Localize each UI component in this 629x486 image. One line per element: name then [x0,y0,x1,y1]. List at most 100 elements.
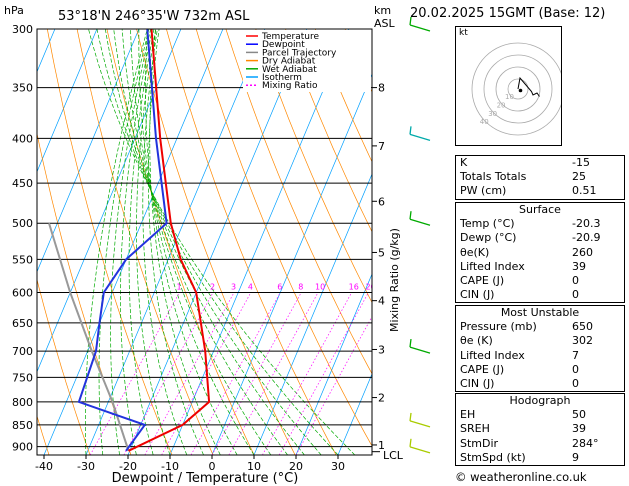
height-unit-label: km [374,4,391,17]
dry-adiabat-line [375,29,455,455]
plot-frame [36,28,373,456]
temp-tick-label: -20 [119,460,137,473]
hodograph-ring-label: 30 [488,110,497,118]
row-value: 260 [572,245,593,259]
isotherm-line [43,29,224,455]
footer-credit: © weatheronline.co.uk [455,470,587,484]
height-tick-label: 8 [378,82,385,95]
mixing-ratio-line [144,292,235,455]
row-label: SREH [460,422,490,436]
row-label: StmSpd (kt) [460,450,526,464]
legend-label: Wet Adiabat [262,65,317,75]
table-row: Dewp (°C) -20.9 [456,231,624,245]
dry-adiabat-line [37,278,91,455]
pressure-unit-label: hPa [4,4,24,17]
dry-adiabat-line [285,29,372,233]
wind-barb [409,133,431,141]
mixing-ratio-label: 3 [231,283,236,292]
pressure-tick-label: 450 [12,177,33,190]
table-row: θe (K) 302 [456,334,624,348]
dry-adiabat-line [106,29,255,455]
storm-motion-marker [518,88,523,93]
table-row: Totals Totals 25 [456,170,624,184]
legend-box [243,30,371,92]
pressure-tick-label: 600 [12,287,33,300]
row-label: K [460,156,468,169]
table-row: Lifted Index 39 [456,260,624,274]
height-tick-label: 5 [378,246,385,259]
wet-adiabat-line [88,29,356,455]
parcel-trajectory-line [48,222,130,452]
isotherm-line [37,29,140,273]
table-row: StmSpd (kt) 9 [456,451,624,465]
isotherm-line [37,29,98,173]
temp-tick-label: 30 [331,460,345,473]
row-label: Dewp (°C) [460,231,517,245]
wind-barb-flag [409,339,412,348]
legend-label: Mixing Ratio [262,81,318,91]
isotherm-line [37,29,182,373]
wet-adiabat-line [113,29,305,455]
row-label: θe (K) [460,334,493,348]
pressure-tick-label: 300 [12,23,33,36]
wind-barb [409,446,431,454]
isotherm-line [211,73,372,455]
legend-label: Parcel Trajectory [262,48,337,58]
mixing-ratio-line [228,292,319,455]
temp-tick-label: 0 [209,460,216,473]
mixing-ratio-axis-label: Mixing Ratio (g/kg) [388,228,401,332]
wind-barb-flag [409,412,412,421]
row-label: PW (cm) [460,184,507,198]
wet-adiabat-line [145,29,238,455]
hodograph-box: 10 20 30 40 kt [455,26,565,146]
table-row: CAPE (J) 0 [456,363,624,377]
mixing-ratio-line [295,315,372,455]
dry-adiabat-line [405,29,456,455]
dry-adiabat-line [434,29,455,455]
mixing-ratio-line [278,292,369,455]
dry-adiabat-line [46,29,173,455]
hodograph-trace [517,76,540,97]
wet-adiabat-line [128,29,155,455]
legend-label: Dewpoint [262,40,305,50]
mixing-ratio-line [211,292,302,455]
row-value: 39 [572,422,586,436]
lcl-label: LCL [383,449,404,462]
row-label: CIN (J) [460,288,495,302]
row-value: 0 [572,273,579,287]
row-label: CIN (J) [460,376,495,390]
wind-barb [409,346,431,354]
legend-label: Dry Adiabat [262,57,316,67]
legend-label: Temperature [261,32,319,42]
dry-adiabat-line [225,29,372,375]
isotherm-line [253,173,372,455]
table-row: PW (cm) 0.51 [456,184,624,198]
pressure-tick-label: 650 [12,317,33,330]
most-unstable-table: Most Unstable Pressure (mb) 650 θe (K) 302 Li… [455,305,625,393]
skewt-chart: 1 2 3 4 6 8 10 16 20 25 3003504004505005506006507… [4,4,456,486]
row-label: CAPE (J) [460,273,505,287]
pressure-tick-label: 350 [12,82,33,95]
wind-barb-flag [409,438,412,447]
mixing-ratio-label: 8 [298,283,303,292]
row-value: -15 [572,156,590,169]
mixing-ratio-label: 4 [248,283,253,292]
pressure-tick-label: 900 [12,441,33,454]
table-row: CIN (J) 0 [456,288,624,302]
row-value: -20.3 [572,217,601,231]
table-row: θe(K) 260 [456,246,624,260]
isotherm-line [127,29,308,455]
surface-table: Surface Temp (°C) -20.3 Dewp (°C) -20.9 θe(K)… [455,202,625,304]
mixing-ratio-line [123,292,214,455]
row-value: 7 [572,348,579,362]
mixing-ratio-line [161,292,252,455]
table-row: Pressure (mb) 650 [456,320,624,334]
row-value: -20.9 [572,231,601,245]
dry-adiabat-line [314,29,372,163]
isotherm-line [295,273,372,455]
indices-table: K -15 Totals Totals 25 PW (cm) 0.51 [455,155,625,200]
row-label: Lifted Index [460,259,525,273]
row-value: 0 [572,362,579,376]
table-row: Temp (°C) -20.3 [456,217,624,231]
mixing-ratio-label: 6 [277,283,282,292]
